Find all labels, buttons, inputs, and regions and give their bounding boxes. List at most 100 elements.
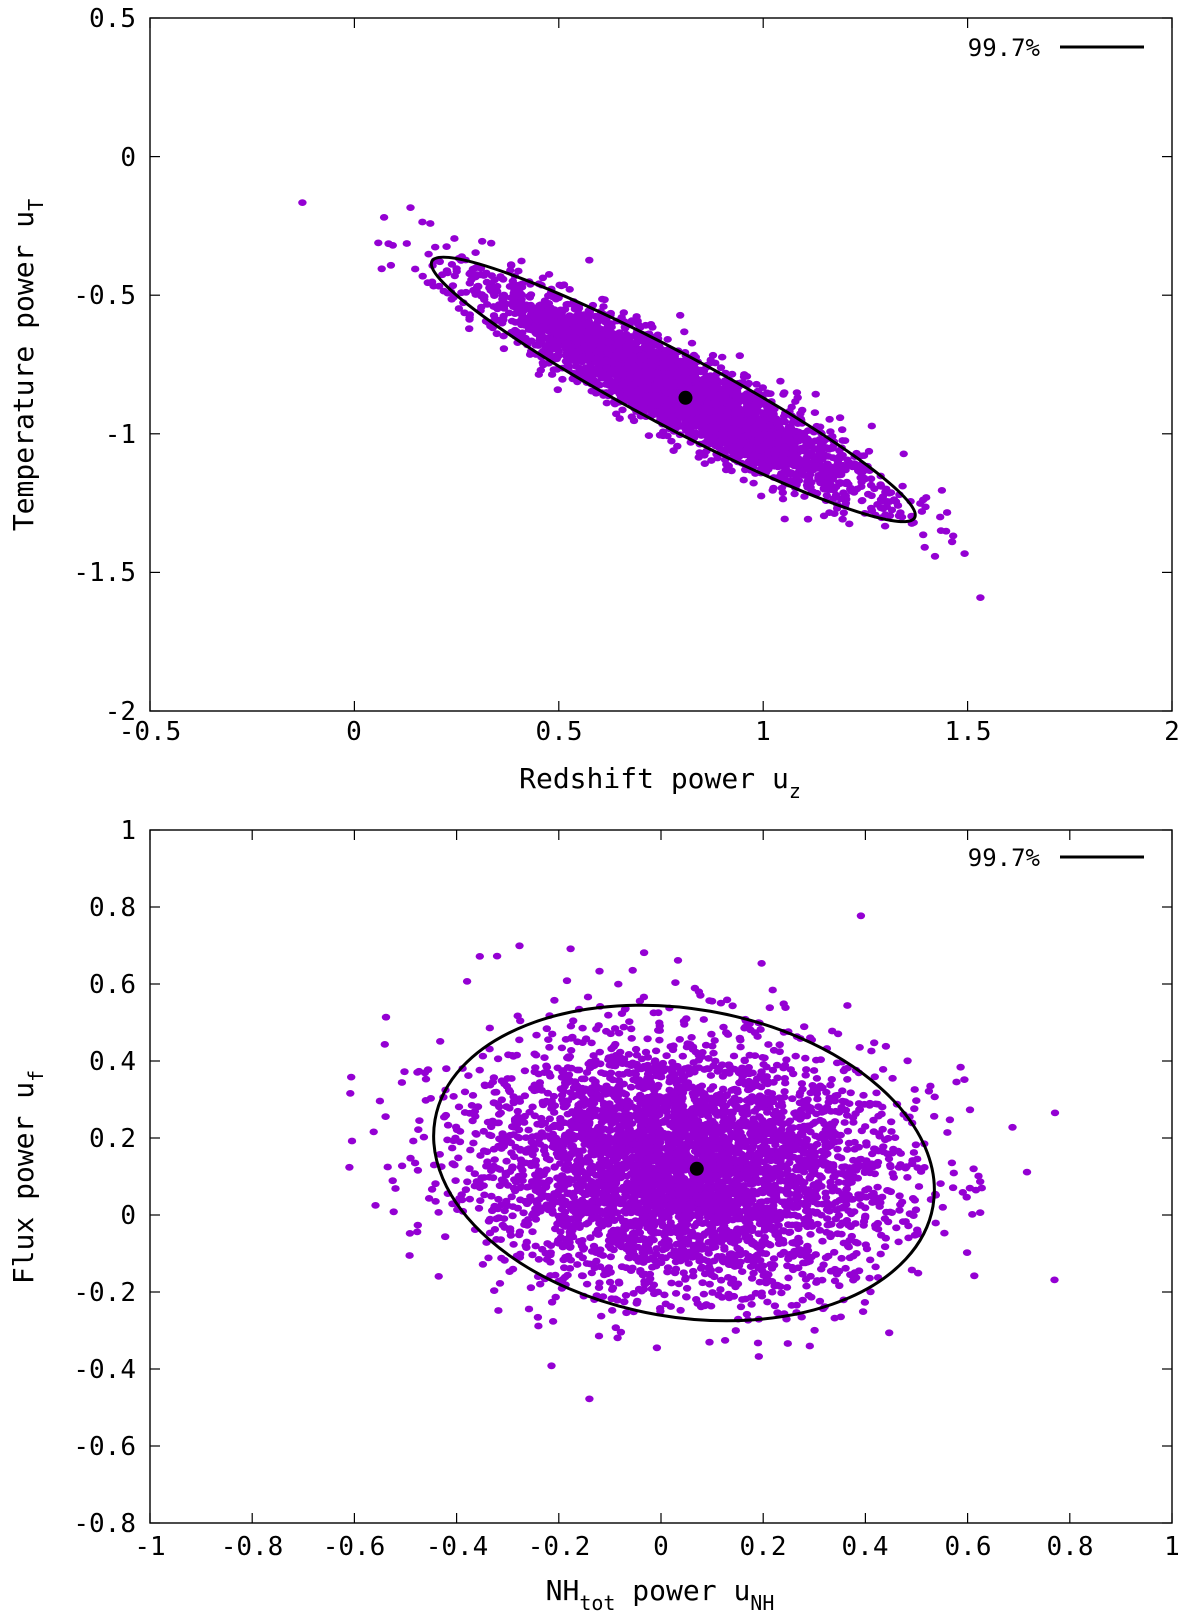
sample-point — [478, 237, 487, 245]
sample-point — [618, 406, 627, 414]
sample-point — [673, 420, 682, 428]
sample-point — [517, 291, 526, 299]
sample-point — [725, 445, 734, 452]
sample-point — [655, 431, 665, 439]
sample-point — [727, 370, 737, 378]
sample-point — [643, 1035, 652, 1043]
chart-nh-vs-flux: -1 -0.8 -0.6 -0.4 -0.2 0 0.2 0.4 0.6 0.8… — [7, 816, 1180, 1612]
sample-point — [671, 979, 680, 986]
sample-point — [637, 385, 647, 392]
sample-point — [613, 372, 623, 379]
sample-point — [871, 1263, 880, 1271]
sample-point — [676, 311, 685, 319]
sample-point — [803, 515, 813, 523]
sample-point — [830, 1314, 839, 1322]
sample-point — [492, 330, 501, 338]
sample-point — [845, 520, 854, 528]
sample-point — [833, 458, 843, 465]
sample-point — [602, 1027, 611, 1035]
sample-point — [711, 397, 720, 404]
sample-point — [648, 392, 657, 400]
sample-point — [598, 295, 607, 303]
sample-point — [546, 304, 555, 311]
sample-point — [648, 323, 657, 331]
sample-point — [919, 496, 928, 504]
sample-point — [800, 1023, 809, 1031]
sample-point — [474, 1204, 484, 1212]
sample-point — [534, 1322, 543, 1330]
sample-point — [639, 949, 649, 957]
sample-point — [687, 339, 697, 347]
sample-point — [920, 543, 929, 551]
sample-point — [542, 1062, 551, 1070]
sample-point — [625, 1018, 634, 1025]
sample-point — [606, 1253, 615, 1261]
sample-point — [567, 355, 577, 362]
sample-point — [510, 310, 520, 317]
sample-point — [894, 512, 904, 520]
sample-point — [780, 515, 789, 523]
sample-point — [495, 1280, 505, 1287]
sample-point — [655, 408, 665, 416]
sample-point — [450, 272, 459, 280]
sample-point — [819, 512, 829, 520]
sample-point — [810, 461, 819, 469]
sample-point — [474, 282, 483, 290]
sample-point — [591, 312, 600, 320]
sample-point — [730, 437, 739, 444]
sample-point — [388, 242, 397, 249]
sample-point — [538, 274, 548, 282]
sample-point — [549, 366, 558, 373]
sample-point — [763, 1298, 772, 1306]
sample-point — [703, 433, 713, 441]
sample-point — [858, 497, 867, 504]
sample-point — [448, 282, 458, 290]
y-tick-label: -1 — [105, 420, 136, 450]
sample-point — [426, 220, 435, 227]
sample-point — [746, 417, 755, 425]
sample-point — [452, 265, 461, 272]
sample-point — [555, 326, 565, 334]
sample-point — [652, 369, 661, 377]
sample-point — [544, 271, 554, 278]
sample-point — [512, 328, 521, 335]
sample-point — [668, 413, 677, 421]
sample-point — [563, 1054, 572, 1062]
sample-point — [801, 443, 810, 451]
sample-point — [562, 301, 571, 308]
sample-point — [534, 371, 543, 378]
sample-point — [822, 444, 831, 451]
sample-point — [770, 1302, 780, 1310]
sample-point — [578, 1024, 587, 1032]
sample-point — [487, 239, 496, 247]
sample-point — [789, 445, 798, 452]
sample-point — [671, 405, 681, 413]
x-tick-label: 0.5 — [536, 717, 583, 747]
sample-point — [826, 428, 835, 435]
sample-point — [803, 435, 812, 442]
sample-point — [769, 484, 778, 492]
sample-point — [485, 284, 494, 292]
sample-point — [731, 401, 741, 409]
sample-point — [493, 288, 502, 295]
sample-point — [540, 309, 549, 317]
sample-point — [374, 239, 383, 247]
sample-point — [810, 409, 820, 416]
sample-point — [865, 1274, 874, 1282]
sample-point — [779, 412, 789, 420]
sample-point — [692, 366, 702, 374]
sample-point — [622, 344, 631, 351]
sample-point — [767, 440, 776, 448]
sample-point — [829, 474, 838, 481]
sample-point — [866, 1256, 875, 1264]
sample-point — [650, 349, 659, 356]
sample-point — [526, 1284, 536, 1292]
sample-point — [780, 443, 789, 451]
sample-point — [757, 492, 766, 500]
sample-point — [695, 430, 704, 438]
sample-point — [677, 413, 686, 421]
sample-point — [965, 1106, 975, 1114]
sample-point — [625, 370, 634, 378]
sample-point — [885, 512, 895, 520]
sample-point — [640, 343, 649, 351]
